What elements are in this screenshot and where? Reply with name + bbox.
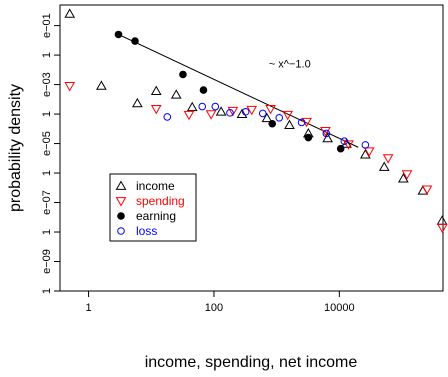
y-tick-label: e−07 xyxy=(41,190,53,215)
spending-point xyxy=(401,170,413,180)
y-tick-label: e−01 xyxy=(41,13,53,38)
x-tick-label: 100 xyxy=(205,302,223,314)
spending-point xyxy=(301,117,312,128)
y-tick-label: 1 xyxy=(41,111,53,117)
spending-point xyxy=(363,147,375,157)
income-point xyxy=(170,89,182,99)
spending-point xyxy=(421,185,433,195)
income-point xyxy=(215,106,227,116)
y-tick-label: 1 xyxy=(41,170,53,176)
income-point xyxy=(360,149,371,159)
loss-point xyxy=(340,137,349,146)
legend-marker-earning xyxy=(117,212,125,220)
x-axis-title: income, spending, net income xyxy=(145,354,358,371)
income-point xyxy=(186,101,198,112)
earning-point xyxy=(114,30,123,39)
spending-point xyxy=(265,105,276,115)
loss-point xyxy=(361,141,370,149)
legend-label-loss: loss xyxy=(136,224,157,238)
y-tick-label: 1 xyxy=(41,52,53,58)
loss-point xyxy=(258,109,267,118)
loss-point xyxy=(322,129,331,138)
x-tick-label: 10000 xyxy=(324,302,355,314)
earning-point xyxy=(268,119,277,128)
loss-point xyxy=(297,118,306,127)
spending-point xyxy=(64,82,76,92)
spending-point xyxy=(227,106,239,117)
x-tick-label: 1 xyxy=(86,302,92,314)
y-tick-label: e−05 xyxy=(41,131,53,156)
fit-layer xyxy=(118,34,359,148)
earning-point xyxy=(199,86,208,94)
legend-marker-spending xyxy=(115,197,127,207)
loss-point xyxy=(211,102,220,111)
loss-point xyxy=(275,113,284,122)
spending-point xyxy=(205,110,217,120)
income-point xyxy=(132,97,143,108)
loss-point xyxy=(241,107,250,116)
loss-point xyxy=(198,102,207,111)
annotations: ~ x^−1.0 xyxy=(269,58,311,70)
legend-label-spending: spending xyxy=(136,194,185,208)
fit-annotation: ~ x^−1.0 xyxy=(269,58,311,70)
spending-point xyxy=(282,110,294,121)
fit-line xyxy=(118,34,359,148)
income-point xyxy=(150,85,162,96)
income-point xyxy=(436,215,448,225)
y-tick-label: e−09 xyxy=(41,249,53,274)
legend-label-income: income xyxy=(136,179,175,193)
spending-point xyxy=(246,105,258,116)
income-point xyxy=(378,161,390,171)
spending-point xyxy=(150,105,162,115)
income-point xyxy=(398,173,409,183)
x-axis-ticks: 1 100 10000 xyxy=(86,291,355,314)
income-point xyxy=(284,119,295,130)
income-point xyxy=(64,8,76,18)
earning-point xyxy=(304,133,313,142)
y-axis-title: probability density xyxy=(7,84,24,212)
earning-point xyxy=(336,144,345,153)
loss-point xyxy=(163,113,172,121)
data-points xyxy=(64,8,448,234)
income-point xyxy=(96,80,107,90)
income-point xyxy=(236,108,248,118)
earning-point xyxy=(131,37,139,45)
y-tick-label: 1 xyxy=(41,288,53,294)
income-point xyxy=(341,138,352,148)
loss-point xyxy=(226,109,234,117)
y-tick-label: 1 xyxy=(41,229,53,235)
spending-point xyxy=(183,110,195,121)
plot-frame xyxy=(59,4,444,292)
spending-point xyxy=(437,223,448,234)
legend-label-earning: earning xyxy=(136,209,176,223)
earning-point xyxy=(179,70,187,79)
y-tick-label: e−03 xyxy=(41,72,53,97)
income-point xyxy=(322,132,333,143)
y-axis-ticks: e−01 1 e−03 1 e−05 1 e−07 1 e−09 1 xyxy=(41,13,60,294)
spending-point xyxy=(382,154,394,164)
income-point xyxy=(261,112,273,123)
legend-marker-loss xyxy=(117,227,125,235)
spending-point xyxy=(343,140,354,150)
legend-marker-income xyxy=(115,180,127,190)
